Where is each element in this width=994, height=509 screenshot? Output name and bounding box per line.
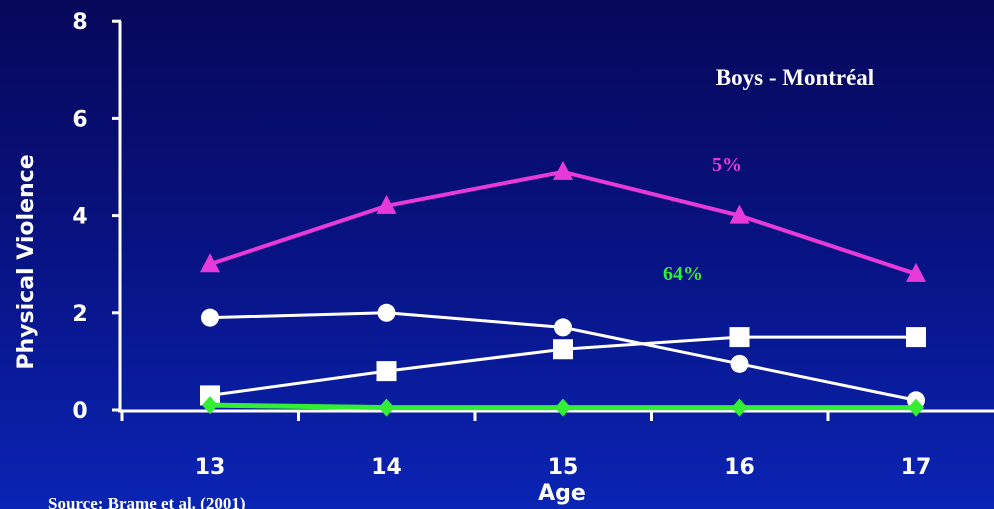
series-triangle — [200, 160, 926, 282]
data-point-square — [729, 327, 750, 348]
data-point-square — [200, 385, 220, 406]
series-lines — [200, 160, 926, 417]
annotation-5-percent: 5% — [712, 154, 742, 176]
data-point-square — [553, 339, 573, 360]
series-diamond — [202, 396, 924, 417]
data-point-triangle — [376, 194, 397, 214]
x-tick-label: 15 — [548, 455, 579, 480]
x-axis: 13 14 15 16 17 — [118, 409, 994, 480]
data-point-diamond — [555, 398, 571, 417]
data-point-circle — [730, 354, 749, 373]
y-axis-title: Physical Violence — [14, 154, 39, 369]
y-tick-label: 6 — [72, 107, 87, 132]
data-point-circle — [554, 318, 572, 337]
y-tick-label: 8 — [72, 10, 87, 35]
data-point-diamond — [731, 398, 748, 417]
data-point-square — [376, 361, 397, 382]
data-point-triangle — [729, 204, 750, 224]
data-point-diamond — [908, 398, 924, 417]
y-tick-label: 2 — [72, 302, 87, 327]
x-tick-label: 16 — [724, 455, 755, 480]
data-point-triangle — [906, 262, 926, 282]
series-line-triangle — [209, 169, 917, 276]
y-tick-label: 0 — [72, 399, 87, 424]
chart-title: Boys - Montréal — [716, 65, 874, 90]
data-point-triangle — [200, 253, 220, 273]
data-point-square — [906, 327, 926, 348]
x-tick-label: 14 — [371, 455, 402, 480]
data-point-diamond — [202, 396, 218, 415]
annotation-64-percent: 64% — [663, 263, 703, 285]
x-tick-label: 13 — [195, 455, 226, 480]
x-axis-title: Age — [538, 481, 586, 506]
data-point-triangle — [553, 160, 573, 180]
x-tick-label: 17 — [901, 455, 932, 480]
data-point-circle — [201, 308, 219, 327]
source-note: Source: Brame et al. (2001) — [48, 494, 246, 509]
series-circle — [201, 303, 925, 410]
data-point-circle — [377, 303, 396, 322]
y-tick-label: 4 — [72, 205, 87, 230]
y-axis: 0 2 4 6 8 — [72, 10, 122, 424]
series-square — [200, 327, 926, 406]
data-point-diamond — [378, 398, 395, 417]
